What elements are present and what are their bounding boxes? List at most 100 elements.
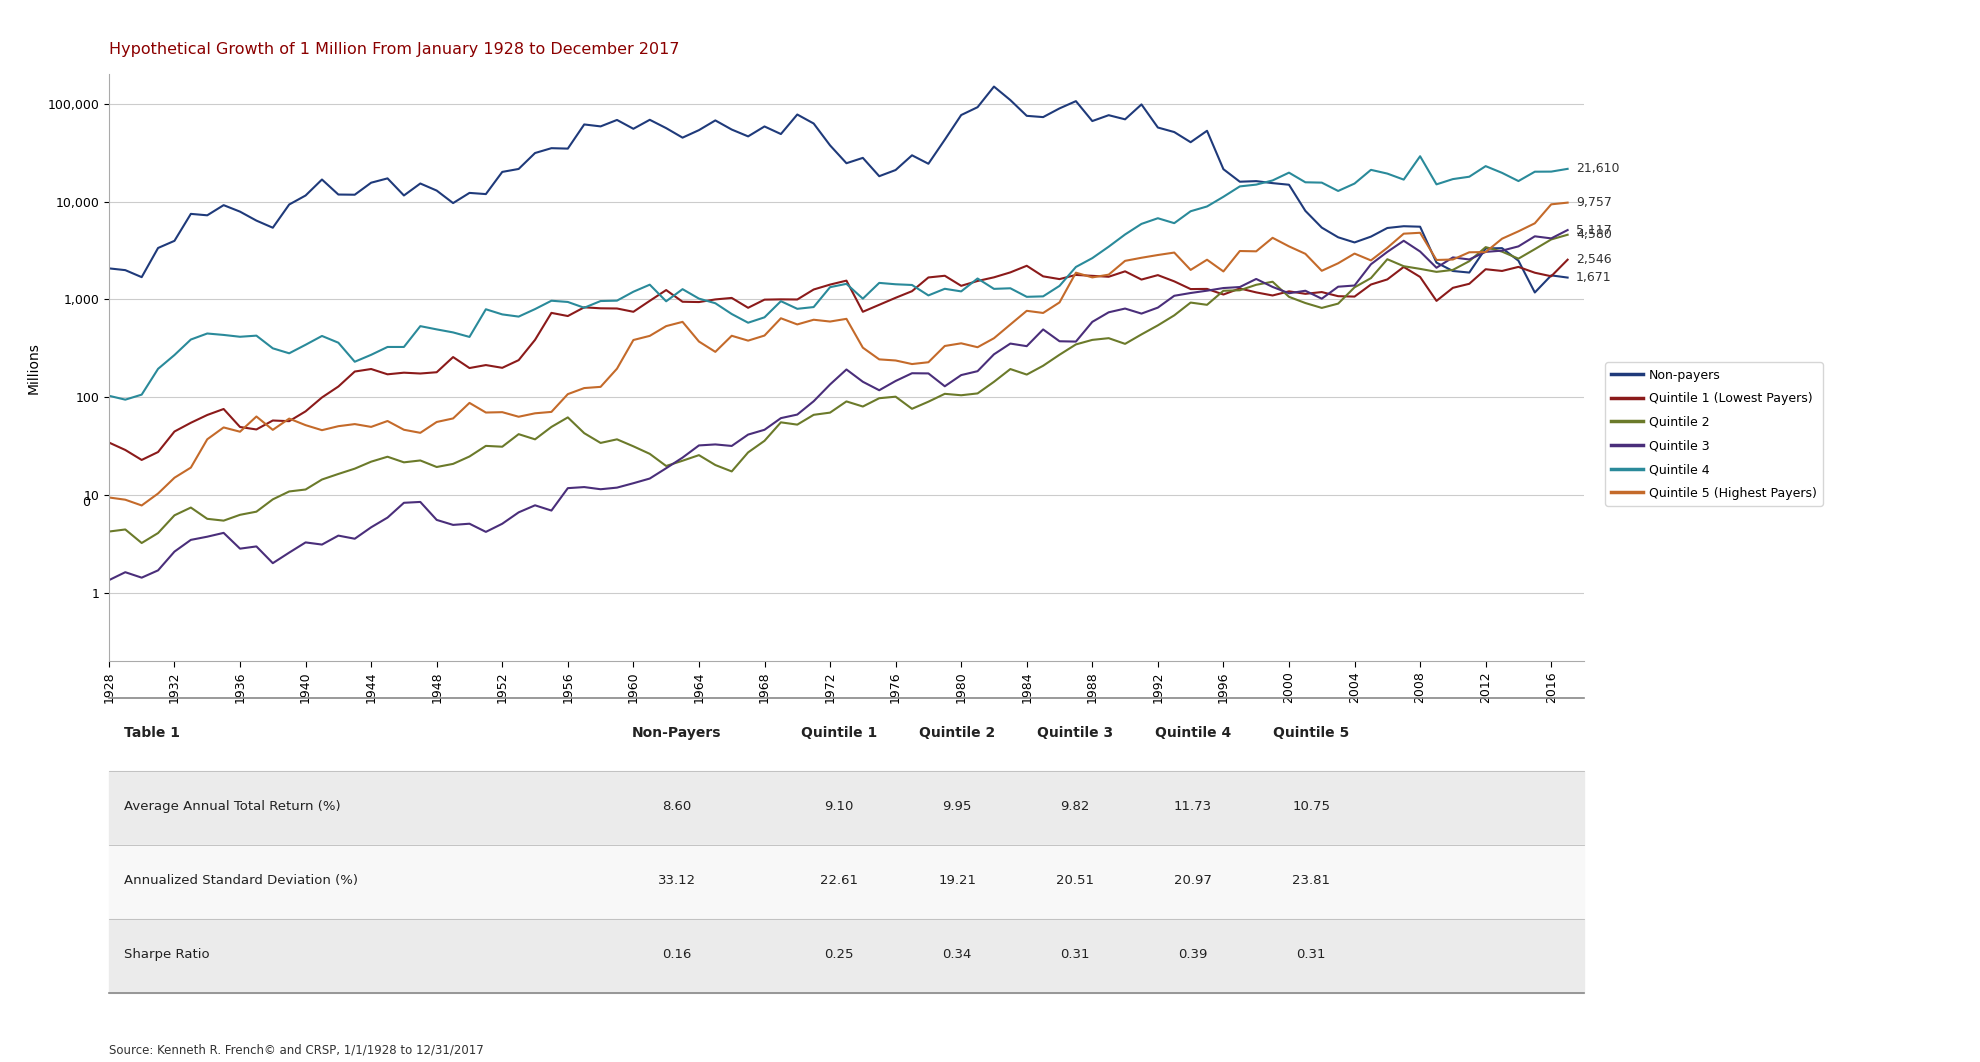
Quintile 5 (Highest Payers) (1327, 257, 1350, 270)
Quintile 1 (Lowest Payers) (97, 436, 121, 449)
Text: Table 1: Table 1 (123, 726, 180, 740)
Quintile 3 (1342, 279, 1366, 292)
Text: 0.34: 0.34 (942, 947, 972, 961)
Line: Quintile 1 (Lowest Payers): Quintile 1 (Lowest Payers) (109, 260, 1568, 460)
Text: 0.16: 0.16 (661, 947, 691, 961)
Quintile 2 (311, 474, 335, 486)
Text: 1,671: 1,671 (1576, 271, 1612, 284)
Quintile 1 (Lowest Payers) (1327, 290, 1350, 303)
Quintile 3 (293, 536, 317, 549)
Y-axis label: Millions: Millions (26, 342, 40, 394)
Text: 0: 0 (81, 496, 89, 509)
Text: 20.97: 20.97 (1174, 874, 1212, 887)
Text: Quintile 2: Quintile 2 (919, 726, 996, 740)
Quintile 2 (1131, 328, 1154, 341)
Quintile 4 (311, 329, 335, 342)
Quintile 5 (Highest Payers) (131, 499, 154, 512)
Quintile 2 (1358, 272, 1382, 285)
Line: Non-payers: Non-payers (109, 87, 1568, 292)
Quintile 1 (Lowest Payers) (1556, 254, 1580, 267)
Non-payers (982, 81, 1006, 93)
Quintile 1 (Lowest Payers) (556, 310, 580, 323)
Text: 9,757: 9,757 (1576, 196, 1612, 209)
Text: 9.10: 9.10 (824, 801, 853, 813)
Quintile 2 (97, 526, 121, 538)
Quintile 5 (Highest Payers) (1358, 254, 1382, 267)
Bar (109, 845, 1584, 919)
Quintile 1 (Lowest Payers) (1358, 278, 1382, 291)
Quintile 5 (Highest Payers) (1131, 252, 1154, 264)
Line: Quintile 2: Quintile 2 (109, 235, 1568, 543)
Text: Sharpe Ratio: Sharpe Ratio (123, 947, 210, 961)
Quintile 3 (1311, 292, 1335, 305)
Text: Non-Payers: Non-Payers (632, 726, 721, 740)
Text: 20.51: 20.51 (1055, 874, 1095, 887)
Quintile 1 (Lowest Payers) (1131, 273, 1154, 286)
Bar (109, 771, 1584, 845)
Text: Quintile 1: Quintile 1 (802, 726, 877, 740)
Quintile 5 (Highest Payers) (556, 388, 580, 400)
Quintile 2 (1556, 228, 1580, 241)
Non-payers (1507, 254, 1531, 267)
Non-payers (1327, 230, 1350, 243)
Non-payers (1556, 271, 1580, 284)
Text: Average Annual Total Return (%): Average Annual Total Return (%) (123, 801, 341, 813)
Quintile 2 (1507, 253, 1531, 266)
Text: 22.61: 22.61 (820, 874, 857, 887)
Quintile 4 (113, 393, 137, 406)
Quintile 3 (1491, 244, 1515, 257)
Text: 10.75: 10.75 (1293, 801, 1331, 813)
Quintile 2 (556, 411, 580, 424)
Quintile 4 (1556, 162, 1580, 175)
Text: Quintile 3: Quintile 3 (1038, 726, 1113, 740)
Quintile 4 (1131, 218, 1154, 230)
Non-payers (293, 189, 317, 202)
Text: 19.21: 19.21 (939, 874, 976, 887)
Text: 9.82: 9.82 (1061, 801, 1089, 813)
Text: 11.73: 11.73 (1174, 801, 1212, 813)
Quintile 1 (Lowest Payers) (131, 453, 154, 466)
Legend: Non-payers, Quintile 1 (Lowest Payers), Quintile 2, Quintile 3, Quintile 4, Quin: Non-payers, Quintile 1 (Lowest Payers), … (1606, 362, 1824, 506)
Quintile 4 (1358, 164, 1382, 176)
Quintile 4 (556, 295, 580, 308)
Quintile 4 (1408, 150, 1432, 162)
Quintile 5 (Highest Payers) (1507, 225, 1531, 238)
Text: 0.31: 0.31 (1297, 947, 1327, 961)
Line: Quintile 3: Quintile 3 (109, 230, 1568, 580)
Quintile 1 (Lowest Payers) (1507, 260, 1531, 273)
Non-payers (97, 262, 121, 275)
Line: Quintile 4: Quintile 4 (109, 156, 1568, 399)
Text: Quintile 4: Quintile 4 (1154, 726, 1232, 740)
Text: 0.31: 0.31 (1061, 947, 1089, 961)
Bar (109, 919, 1584, 993)
Line: Quintile 5 (Highest Payers): Quintile 5 (Highest Payers) (109, 203, 1568, 506)
Quintile 4 (1523, 166, 1546, 178)
Text: Quintile 5: Quintile 5 (1273, 726, 1348, 740)
Quintile 5 (Highest Payers) (97, 491, 121, 503)
Text: 9.95: 9.95 (942, 801, 972, 813)
Text: 21,610: 21,610 (1576, 162, 1620, 175)
Quintile 4 (1327, 185, 1350, 198)
Text: 2,546: 2,546 (1576, 253, 1612, 267)
Non-payers (1131, 98, 1154, 110)
Text: 23.81: 23.81 (1293, 874, 1331, 887)
Quintile 3 (1556, 224, 1580, 237)
Quintile 2 (131, 536, 154, 549)
Quintile 4 (97, 390, 121, 402)
Non-payers (541, 142, 564, 155)
Text: 0.39: 0.39 (1178, 947, 1208, 961)
Quintile 3 (97, 573, 121, 586)
Non-payers (1523, 286, 1546, 298)
Text: 33.12: 33.12 (657, 874, 695, 887)
Text: Annualized Standard Deviation (%): Annualized Standard Deviation (%) (123, 874, 358, 887)
Text: Hypothetical Growth of 1 Million From January 1928 to December 2017: Hypothetical Growth of 1 Million From Ja… (109, 42, 679, 57)
Quintile 3 (541, 504, 564, 517)
Text: 5,117: 5,117 (1576, 223, 1612, 237)
Quintile 2 (1327, 297, 1350, 310)
Text: 0.25: 0.25 (824, 947, 853, 961)
Quintile 5 (Highest Payers) (1556, 196, 1580, 209)
Non-payers (1358, 230, 1382, 243)
Text: 8.60: 8.60 (661, 801, 691, 813)
Text: 4,580: 4,580 (1576, 228, 1612, 241)
Quintile 3 (1113, 303, 1137, 315)
